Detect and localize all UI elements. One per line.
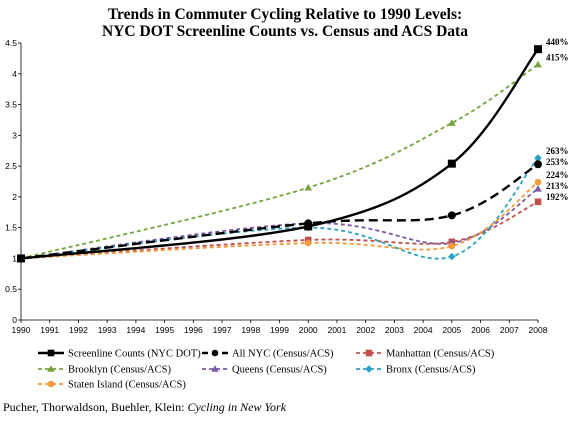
x-tick-label: 1991 <box>40 325 59 335</box>
x-tick-label: 1997 <box>213 325 232 335</box>
y-tick-label: 4.5 <box>5 38 17 48</box>
series-line <box>20 63 539 260</box>
legend-item-5: Bronx (Census/ACS) <box>356 365 476 376</box>
source-citation: Pucher, Thorwaldson, Buehler, Klein: Cyc… <box>3 400 286 415</box>
data-point <box>534 154 542 162</box>
legend-label: Bronx (Census/ACS) <box>386 365 476 376</box>
legend-swatch-marker <box>47 349 55 357</box>
series-line <box>20 200 539 260</box>
source-work: Cycling in New York <box>187 400 287 414</box>
series-line <box>20 157 539 260</box>
x-tick-label: 1995 <box>155 325 174 335</box>
data-point <box>534 185 542 192</box>
data-point <box>304 222 313 231</box>
y-tick-label: 3 <box>12 130 17 140</box>
legend-item-6: Staten Island (Census/ACS) <box>38 380 186 391</box>
end-value-label: 263% <box>546 146 569 156</box>
x-tick-label: 2001 <box>327 325 346 335</box>
legend-label: Queens (Census/ACS) <box>232 365 327 376</box>
data-point <box>534 178 542 186</box>
y-tick-label: 0.5 <box>5 284 17 294</box>
legend-label: Staten Island (Census/ACS) <box>68 380 186 391</box>
data-point <box>448 119 456 126</box>
x-tick-label: 2004 <box>414 325 433 335</box>
x-tick-label: 2006 <box>471 325 490 335</box>
series-5 <box>17 154 542 263</box>
data-point <box>534 45 542 54</box>
y-tick-label: 1 <box>12 253 17 263</box>
x-tick-label: 2005 <box>442 325 461 335</box>
legend-item-2: Manhattan (Census/ACS) <box>356 349 495 360</box>
series-line <box>20 163 539 260</box>
end-value-label: 440% <box>546 37 569 47</box>
end-value-label: 253% <box>546 157 569 167</box>
data-point <box>447 159 456 168</box>
data-point <box>304 239 312 247</box>
end-value-label: 192% <box>546 192 569 202</box>
legend-label: Screenline Counts (NYC DOT) <box>68 349 201 360</box>
x-tick-label: 1999 <box>270 325 289 335</box>
x-tick-label: 2003 <box>385 325 404 335</box>
y-tick-label: 3.5 <box>5 100 17 110</box>
legend-label: All NYC (Census/ACS) <box>232 349 334 360</box>
legend-swatch-marker <box>211 365 219 372</box>
x-tick-label: 1998 <box>241 325 260 335</box>
legend-item-4: Queens (Census/ACS) <box>202 365 327 376</box>
y-tick-label: 0 <box>12 315 17 325</box>
end-labels: 440% 415% 263%253% 224%213%192% <box>546 37 569 202</box>
legend-label: Manhattan (Census/ACS) <box>386 349 495 360</box>
x-tick-label: 1990 <box>12 325 31 335</box>
data-point <box>448 252 456 261</box>
series-lines <box>17 45 542 263</box>
legend-item-3: Brooklyn (Census/ACS) <box>38 365 171 376</box>
data-point <box>304 183 313 191</box>
legend-swatch-marker <box>365 349 373 357</box>
end-value-label: 415% <box>546 53 569 63</box>
legend-item-1: All NYC (Census/ACS) <box>202 349 334 360</box>
x-tick-label: 2008 <box>529 325 548 335</box>
x-tick-label: 1992 <box>69 325 88 335</box>
legend: Screenline Counts (NYC DOT) All NYC (Cens… <box>38 349 495 391</box>
source-authors: Pucher, Thorwaldson, Buehler, Klein: <box>3 400 188 414</box>
legend-swatch-marker <box>211 349 219 357</box>
series-line <box>20 48 539 260</box>
data-point <box>448 242 456 250</box>
chart-title-line2: NYC DOT Screenline Counts vs. Census and… <box>102 23 468 40</box>
series-1 <box>17 160 542 263</box>
y-tick-label: 1.5 <box>5 223 17 233</box>
y-tick-label: 2.5 <box>5 161 17 171</box>
x-tick-label: 2002 <box>356 325 375 335</box>
series-line <box>20 181 539 260</box>
series-0 <box>17 45 542 263</box>
series-line <box>20 188 539 260</box>
legend-label: Brooklyn (Census/ACS) <box>68 365 171 376</box>
data-point <box>17 254 25 263</box>
data-point <box>534 198 542 206</box>
legend-swatch-marker <box>365 365 373 373</box>
x-tick-label: 1994 <box>126 325 145 335</box>
x-tick-label: 1996 <box>184 325 203 335</box>
end-value-label: 224% <box>546 170 569 180</box>
x-tick-label: 2007 <box>500 325 519 335</box>
y-tick-label: 2 <box>12 192 17 202</box>
data-point <box>534 60 542 68</box>
legend-item-0: Screenline Counts (NYC DOT) <box>38 349 201 360</box>
axes: 0 0.5 1 1.5 2 2.5 3 3.5 4 4.5 1990 1991 1992 1993 1994… <box>5 38 548 335</box>
legend-swatch-marker <box>47 380 55 388</box>
y-tick-label: 4 <box>12 69 17 79</box>
data-point <box>534 160 542 169</box>
data-point <box>447 211 456 220</box>
x-tick-label: 1993 <box>98 325 117 335</box>
end-value-label: 213% <box>546 181 569 191</box>
commuter-cycling-chart: Trends in Commuter Cycling Relative to 1… <box>5 6 569 391</box>
x-tick-label: 2000 <box>299 325 318 335</box>
legend-swatch-marker <box>47 365 55 372</box>
chart-title-line1: Trends in Commuter Cycling Relative to 1… <box>108 6 462 23</box>
